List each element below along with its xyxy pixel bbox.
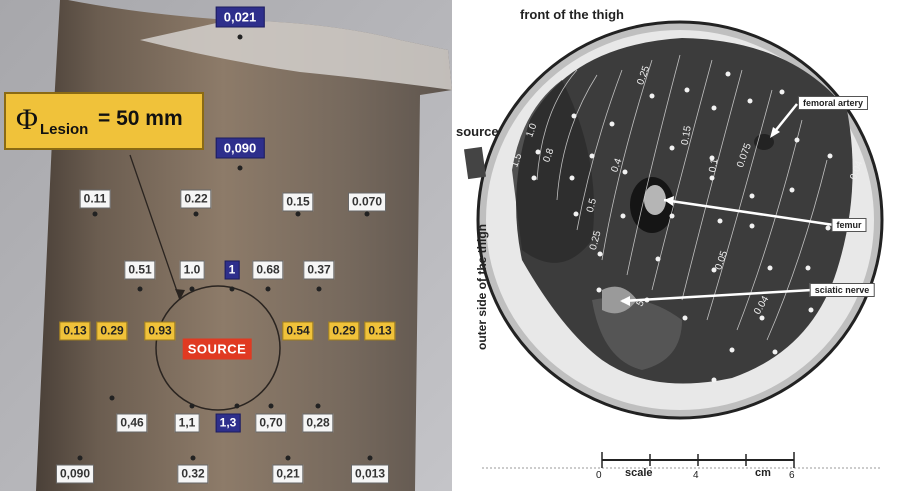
measurement-label: 0.93 [144,321,176,341]
femur-annotation: femur [831,218,867,232]
scale-tick-4: 4 [693,470,699,481]
ct-cross-section [463,20,884,469]
measurement-label: 1 [224,260,240,280]
measurement-label: 0,70 [255,413,287,433]
scale-tick-0: 0 [596,470,602,481]
measurement-label: 0,021 [215,6,265,28]
lesion-diameter-value: = 50 mm [98,107,183,130]
measurement-label: 0.13 [59,321,91,341]
measurement-label: 0.32 [177,464,209,484]
ct-slice-panel: front of the thigh source outer side of … [452,0,905,491]
sciatic-nerve-annotation: sciatic nerve [809,283,875,297]
lesion-diameter-label: Φ Lesion = 50 mm [4,92,204,150]
front-of-thigh-label: front of the thigh [520,7,624,22]
measurement-label: 1.0 [179,260,205,280]
measurement-label: 0,013 [350,464,390,484]
measurement-label: 0.29 [328,321,360,341]
lesion-subscript: Lesion [40,121,89,138]
measurement-label: 0,090 [215,137,265,159]
scale-unit: cm [755,467,771,479]
measurement-label: 0.37 [303,260,335,280]
femoral-artery-annotation: femoral artery [797,96,869,110]
measurement-label: 0.070 [347,192,387,212]
measurement-label: 0.68 [252,260,284,280]
measurement-label: 0.51 [124,260,156,280]
measurement-label: 0,46 [116,413,148,433]
phi-symbol: Φ [16,103,38,136]
measurement-label: 0.29 [96,321,128,341]
measurement-label: 0.54 [282,321,314,341]
measurement-label: 1,1 [174,413,200,433]
measurement-label: 1,3 [215,413,241,433]
measurement-label: 0,28 [302,413,334,433]
scale-tick-6: 6 [789,470,795,481]
measurement-label: 0.13 [364,321,396,341]
phantom-background [0,0,452,491]
measurement-label: 0,090 [55,464,95,484]
source-label: SOURCE [182,338,252,360]
measurement-label: 0.11 [79,189,111,209]
measurement-label: 0,21 [272,464,304,484]
outer-side-label: outer side of the thigh [475,224,489,350]
source-label-right: source [456,124,499,139]
scale-label: scale [625,467,653,479]
measurement-label: 0.22 [180,189,212,209]
phantom-photo-panel: Φ Lesion = 50 mm SOURCE 0,021 0,090 0.11 0.… [0,0,452,491]
measurement-label: 0.15 [282,192,314,212]
